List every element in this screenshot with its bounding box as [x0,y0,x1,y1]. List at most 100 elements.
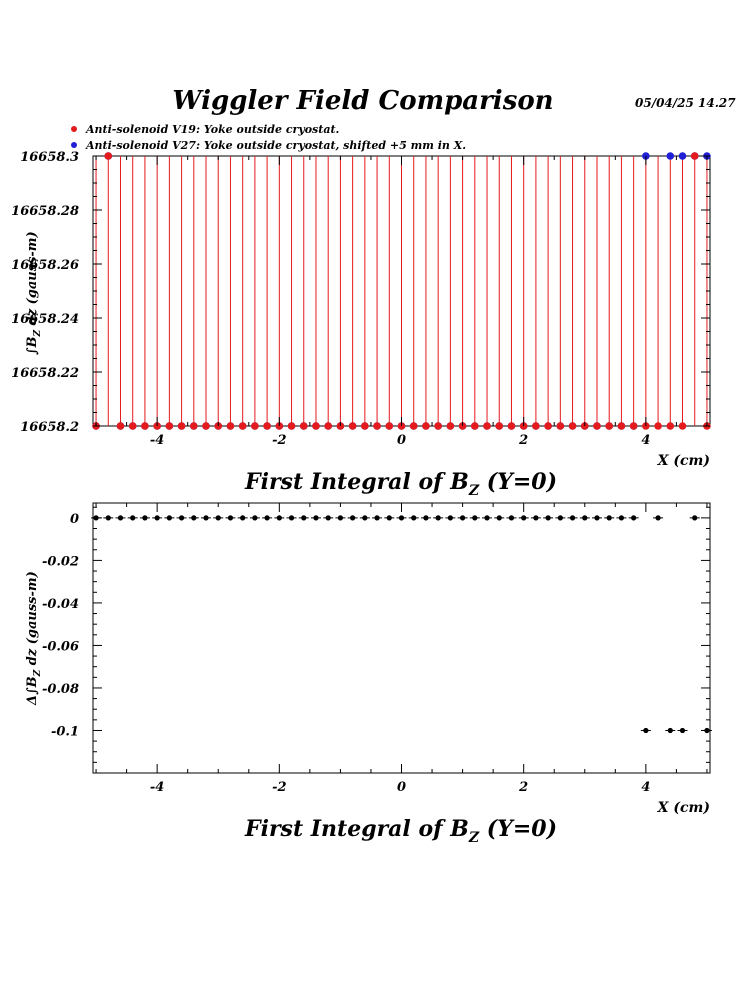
top-x-axis-label: X (cm) [657,453,710,469]
diff-data-point [631,515,637,521]
v19-data-point [324,422,332,430]
v19-data-point [629,422,638,430]
v19-data-point [690,152,699,160]
v19-data-point [593,422,601,430]
diff-data-point [142,515,148,521]
diff-data-point [692,515,698,521]
v27-data-point [678,152,687,160]
top-chart-panel: -4 -2 0 2 4 16658.2 16658.22 16658.24 16658.26 16… [11,150,711,499]
diff-data-point [191,515,197,521]
v19-data-point [471,422,479,430]
v19-data-point [348,422,357,430]
diff-data-point [337,515,344,521]
diff-data-point [386,515,392,521]
diff-data-point [178,515,185,521]
diff-data-point [545,515,551,521]
bottom-y-tick-label: -0.08 [42,682,79,697]
diff-data-point [301,515,307,521]
bottom-y-tick-label: -0.02 [42,554,79,569]
v19-data-point [177,422,186,430]
bottom-x-tick-label: 2 [518,780,528,795]
v19-data-point [312,422,320,430]
diff-data-point [667,727,673,734]
v19-data-point [434,422,442,430]
v19-data-point [385,422,394,430]
v19-data-point [299,422,308,430]
diff-data-point [264,515,270,521]
v19-data-point [483,422,491,430]
diff-data-point [508,515,515,521]
top-y-tick-label: 16658.3 [20,150,79,165]
v19-data-point [373,422,381,430]
v27-data-point [666,152,675,160]
diff-data-point [423,515,429,521]
bottom-y-tick-label: -0.1 [51,724,79,739]
v19-data-point [446,422,455,430]
diff-data-point [533,515,539,521]
v19-data-point [238,422,247,430]
bottom-data-marks [91,515,712,734]
bottom-x-axis-label: X (cm) [657,800,710,816]
bottom-y-tick-label: -0.04 [42,597,79,612]
v19-data-point [226,422,235,430]
diff-data-point [557,515,563,521]
diff-data-point [447,515,453,521]
v19-data-point [556,422,565,430]
v19-data-point [263,422,271,430]
v19-data-point [116,422,125,430]
diff-data-point [252,515,258,521]
v19-data-point [104,152,113,160]
top-x-tick-label: 0 [397,433,406,448]
legend: Anti-solenoid V19: Yoke outside cryostat… [71,123,466,152]
legend-label-v27: Anti-solenoid V27: Yoke outside cryostat… [85,139,466,152]
diff-data-point [521,515,527,521]
diff-data-point [569,515,576,521]
top-plot-area: -4 -2 0 2 4 16658.2 16658.22 16658.24 16658.26 16… [11,150,711,448]
diff-data-point [154,515,160,521]
legend-marker-v27 [71,142,77,148]
bottom-x-tick-label: 4 [641,780,650,795]
v19-data-point [128,422,137,430]
diff-data-point [288,515,295,521]
bottom-y-axis-label: Δ∫BZ dz (gauss-m) [25,571,43,706]
top-y-tick-label: 16658.26 [11,258,79,273]
top-x-tick-label: 2 [518,433,528,448]
top-y-tick-label: 16658.2 [20,420,79,435]
v19-data-point [361,422,369,430]
bottom-y-tick-label: -0.06 [42,639,79,654]
diff-data-point [594,515,600,521]
diff-data-point [459,515,466,521]
figure-time: 14.27 [698,96,736,110]
v19-data-point [409,422,418,430]
diff-data-point [398,515,405,521]
top-y-tick-label: 16658.22 [11,366,79,381]
v19-data-point [654,422,662,430]
diff-data-point [484,515,490,521]
v19-data-point [189,422,198,430]
v19-data-point [202,422,210,430]
top-y-axis-label: ∫BZ dz (gauss-m) [25,231,43,355]
diff-data-point [374,515,380,521]
top-chart-title: First Integral of BZ (Y=0) [244,469,557,499]
diff-data-point [130,515,136,521]
figure-title: Wiggler Field Comparison [172,86,553,116]
diff-data-point [643,727,649,734]
diff-data-point [203,515,209,521]
bottom-axes: -4 -2 0 2 4 0 -0.02 -0.04 -0.06 -0.08 -0.1 [42,503,710,795]
figure-date: 05/04/25 [635,96,694,110]
diff-data-point [618,515,625,521]
v19-data-point [251,422,259,430]
diff-data-point [325,515,331,521]
v19-data-point [141,422,149,430]
v19-data-point [544,422,552,430]
diff-data-point [435,515,441,521]
diff-data-point [227,515,234,521]
v19-data-point [287,422,296,430]
v19-data-point [422,422,430,430]
diff-data-point [350,515,356,521]
top-y-tick-label: 16658.28 [11,204,79,219]
diff-data-point [582,515,588,521]
bottom-x-tick-label: 0 [397,780,406,795]
bottom-chart-title: First Integral of BZ (Y=0) [244,816,557,846]
